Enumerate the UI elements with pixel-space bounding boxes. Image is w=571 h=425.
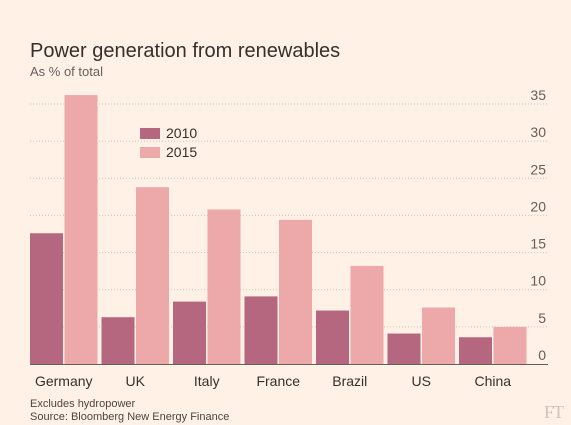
- chart-title: Power generation from renewables: [30, 40, 341, 62]
- y-tick-label: 35: [530, 87, 546, 103]
- footnote-source: Source: Bloomberg New Energy Finance: [30, 411, 230, 423]
- y-tick-label: 30: [530, 124, 546, 140]
- bar-2015-italy: [207, 209, 241, 364]
- bar-2015-brazil: [350, 265, 384, 364]
- ft-logo: FT: [543, 402, 564, 422]
- x-tick-label: Italy: [194, 373, 220, 389]
- legend-label-2010: 2010: [166, 125, 197, 141]
- x-tick-label: UK: [126, 373, 146, 389]
- legend: 2010 2015: [140, 125, 197, 160]
- bar-2010-brazil: [316, 310, 349, 364]
- bar-2015-uk: [136, 187, 169, 364]
- bar-2010-china: [459, 337, 492, 364]
- bar-2015-germany: [64, 95, 98, 364]
- y-tick-label: 0: [538, 347, 546, 363]
- bar-2010-germany: [30, 233, 63, 364]
- footnote-hydropower: Excludes hydropower: [30, 398, 136, 410]
- legend-label-2015: 2015: [166, 144, 197, 160]
- bar-2015-us: [422, 307, 455, 364]
- chart-subtitle: As % of total: [30, 64, 103, 79]
- x-tick-label: Brazil: [332, 373, 367, 389]
- x-tick-label: France: [256, 373, 300, 389]
- y-tick-label: 25: [530, 161, 546, 177]
- bar-2015-china: [493, 326, 527, 364]
- y-tick-label: 20: [530, 198, 546, 214]
- bars: [30, 95, 527, 364]
- x-tick-label: US: [412, 373, 431, 389]
- x-tick-label: China: [474, 373, 511, 389]
- y-tick-label: 5: [538, 310, 546, 326]
- y-tick-label: 10: [530, 273, 546, 289]
- bar-2010-uk: [101, 317, 135, 364]
- bar-2010-italy: [173, 301, 206, 364]
- bar-2010-us: [387, 333, 421, 364]
- x-tick-label: Germany: [35, 373, 93, 389]
- legend-swatch-2010: [140, 128, 160, 139]
- legend-swatch-2015: [140, 147, 160, 158]
- y-tick-label: 15: [530, 236, 546, 252]
- bar-2015-france: [279, 219, 312, 364]
- axes: 0 5 10 15 20 25 30 35 Germany UK Italy France Brazil…: [30, 87, 548, 389]
- bar-2010-france: [244, 296, 278, 364]
